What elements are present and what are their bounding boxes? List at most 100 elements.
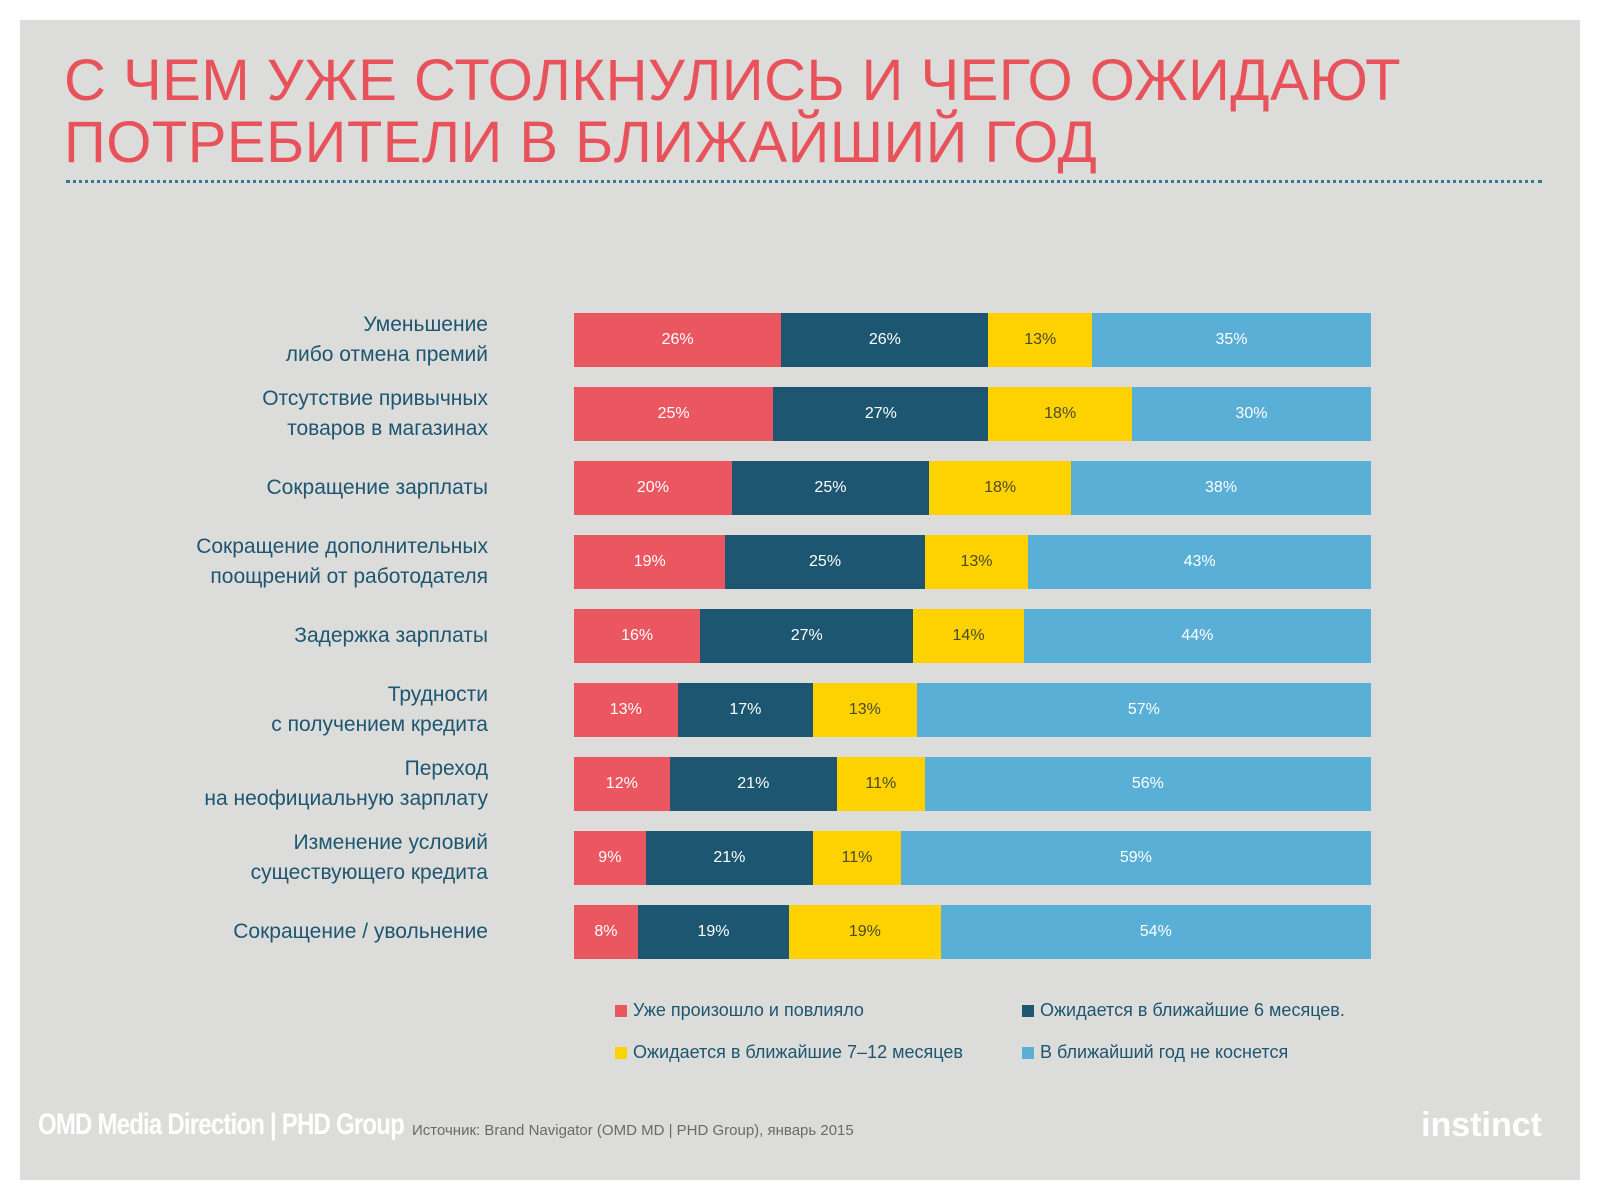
data-label: 20%	[636, 479, 669, 496]
category-label: Уменьшение либо отмена премий	[48, 310, 488, 370]
bar-segment: 14%	[913, 609, 1024, 663]
category-label-line: Задержка зарплаты	[294, 624, 488, 647]
category-label: Сокращение зарплаты	[48, 473, 489, 503]
data-label: 59%	[1119, 849, 1152, 866]
data-label: 35%	[1215, 331, 1248, 348]
bar-segment: 19%	[574, 535, 726, 589]
bar-segment: 57%	[916, 683, 1371, 737]
bar-segment: 19%	[637, 905, 790, 959]
data-label: 25%	[814, 479, 847, 496]
legend-label: Ожидается в ближайшие 6 месяцев.	[1040, 1000, 1345, 1020]
data-label: 19%	[697, 923, 730, 940]
data-label: 38%	[1205, 479, 1238, 496]
legend-item: Ожидается в ближайшие 7–12 месяцев	[615, 1042, 963, 1063]
bar-segment: 26%	[781, 313, 989, 367]
data-label: 13%	[848, 701, 881, 718]
legend-item: В ближайший год не коснется	[1022, 1042, 1288, 1063]
legend-label: В ближайший год не коснется	[1040, 1042, 1289, 1062]
category-label: Сокращение дополнительных поощрений от ра…	[48, 532, 488, 592]
bar-segment: 25%	[574, 387, 774, 441]
page-title: С ЧЕМ УЖЕ СТОЛКНУЛИСЬ И ЧЕГО ОЖИДАЮТ ПОТ…	[64, 50, 1401, 174]
data-label: 13%	[960, 553, 993, 570]
category-label: Изменение условий существующего кредита	[48, 828, 488, 888]
bar-segment: 18%	[929, 461, 1072, 515]
data-label: 12%	[605, 775, 638, 792]
category-label: Сокращение / увольнение	[48, 917, 488, 947]
category-label-line: Отсутствие привычных	[262, 387, 488, 410]
bar-segment: 27%	[700, 609, 914, 663]
data-label: 9%	[598, 849, 622, 866]
data-label: 17%	[729, 701, 762, 718]
bar-segment: 16%	[574, 609, 701, 663]
legend-swatch	[615, 1046, 627, 1059]
category-label-line: Уменьшение	[363, 313, 488, 336]
category-label-line: на неофициальную зарплату	[204, 787, 488, 810]
data-label: 21%	[737, 775, 770, 792]
bar-segment: 59%	[900, 831, 1371, 885]
data-label: 11%	[841, 849, 873, 866]
slide: С ЧЕМ УЖЕ СТОЛКНУЛИСЬ И ЧЕГО ОЖИДАЮТ ПОТ…	[20, 20, 1580, 1180]
data-label: 21%	[713, 849, 746, 866]
bar-segment: 19%	[789, 905, 941, 959]
data-label: 26%	[868, 331, 901, 348]
data-label: 13%	[609, 701, 642, 718]
bar-segment: 25%	[731, 461, 930, 515]
title-line-1: С ЧЕМ УЖЕ СТОЛКНУЛИСЬ И ЧЕГО ОЖИДАЮТ	[64, 48, 1402, 113]
bar-segment: 13%	[813, 683, 917, 737]
legend-swatch	[615, 1004, 627, 1017]
bar-segment: 13%	[574, 683, 678, 737]
category-label-line: существующего кредита	[250, 861, 488, 884]
bar-segment: 17%	[677, 683, 814, 737]
bar-segment: 18%	[988, 387, 1132, 441]
bar-segment: 25%	[725, 535, 925, 589]
bar-segment: 11%	[813, 831, 901, 885]
legend-item: Уже произошло и повлияло	[615, 1000, 864, 1021]
data-label: 19%	[633, 553, 666, 570]
category-label-line: Переход	[404, 757, 488, 780]
legend-label: Уже произошло и повлияло	[633, 1000, 864, 1020]
category-label-line: Трудности	[387, 683, 488, 706]
bar-segment: 13%	[924, 535, 1029, 589]
source-note: Источник: Brand Navigator (OMD MD | PHD …	[412, 1122, 854, 1139]
category-label: Переход на неофициальную зарплату	[48, 754, 488, 814]
bar-segment: 27%	[773, 387, 989, 441]
data-label: 8%	[594, 923, 618, 940]
legend-item: Ожидается в ближайшие 6 месяцев.	[1022, 1000, 1345, 1021]
data-label: 19%	[848, 923, 881, 940]
data-label: 56%	[1131, 775, 1164, 792]
data-label: 43%	[1183, 553, 1216, 570]
category-label: Трудности с получением кредита	[48, 680, 488, 740]
data-label: 11%	[865, 775, 897, 792]
legend-swatch	[1022, 1046, 1034, 1059]
legend-label: Ожидается в ближайшие 7–12 месяцев	[633, 1042, 963, 1062]
bar-segment: 11%	[837, 757, 925, 811]
category-label-line: Сокращение / увольнение	[233, 920, 488, 943]
data-label: 26%	[661, 331, 694, 348]
legend-swatch	[1022, 1004, 1034, 1017]
data-label: 54%	[1139, 923, 1172, 940]
bar-segment: 54%	[940, 905, 1371, 959]
bar-segment: 9%	[574, 831, 646, 885]
category-label-line: поощрений от работодателя	[210, 565, 488, 588]
data-label: 27%	[864, 405, 897, 422]
category-label-line: Сокращение зарплаты	[266, 476, 489, 499]
category-label: Задержка зарплаты	[48, 621, 488, 651]
data-label: 25%	[809, 553, 842, 570]
bar-segment: 44%	[1023, 609, 1371, 663]
bar-segment: 35%	[1092, 313, 1371, 367]
data-label: 13%	[1024, 331, 1057, 348]
bar-segment: 13%	[988, 313, 1093, 367]
instinct-logo: instinct	[1421, 1106, 1542, 1144]
omd-phd-logo: OMD Media Direction | PHD Group	[38, 1108, 405, 1141]
data-label: 25%	[657, 405, 690, 422]
bar-segment: 43%	[1028, 535, 1371, 589]
bar-segment: 21%	[669, 757, 837, 811]
bar-segment: 38%	[1071, 461, 1371, 515]
category-label-line: товаров в магазинах	[287, 417, 488, 440]
bar-segment: 30%	[1131, 387, 1371, 441]
category-label-line: Изменение условий	[293, 831, 488, 854]
bar-segment: 21%	[645, 831, 814, 885]
dotted-divider	[66, 180, 1542, 183]
data-label: 18%	[1044, 405, 1077, 422]
data-label: 57%	[1127, 701, 1160, 718]
